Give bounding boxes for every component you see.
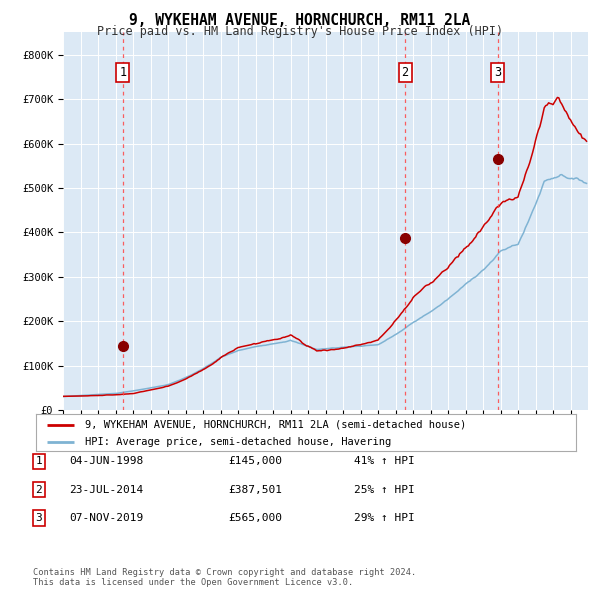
- Text: £565,000: £565,000: [228, 513, 282, 523]
- Text: 9, WYKEHAM AVENUE, HORNCHURCH, RM11 2LA: 9, WYKEHAM AVENUE, HORNCHURCH, RM11 2LA: [130, 13, 470, 28]
- Text: 41% ↑ HPI: 41% ↑ HPI: [354, 457, 415, 466]
- Text: £145,000: £145,000: [228, 457, 282, 466]
- Text: 2: 2: [401, 66, 409, 79]
- Text: 2: 2: [35, 485, 43, 494]
- Text: 04-JUN-1998: 04-JUN-1998: [69, 457, 143, 466]
- Text: 3: 3: [494, 66, 501, 79]
- Text: HPI: Average price, semi-detached house, Havering: HPI: Average price, semi-detached house,…: [85, 437, 391, 447]
- Text: 3: 3: [35, 513, 43, 523]
- Text: 1: 1: [35, 457, 43, 466]
- Text: Price paid vs. HM Land Registry's House Price Index (HPI): Price paid vs. HM Land Registry's House …: [97, 25, 503, 38]
- Text: 1: 1: [119, 66, 127, 79]
- Text: 23-JUL-2014: 23-JUL-2014: [69, 485, 143, 494]
- Text: 29% ↑ HPI: 29% ↑ HPI: [354, 513, 415, 523]
- Text: Contains HM Land Registry data © Crown copyright and database right 2024.
This d: Contains HM Land Registry data © Crown c…: [33, 568, 416, 587]
- Text: 9, WYKEHAM AVENUE, HORNCHURCH, RM11 2LA (semi-detached house): 9, WYKEHAM AVENUE, HORNCHURCH, RM11 2LA …: [85, 419, 466, 430]
- Text: £387,501: £387,501: [228, 485, 282, 494]
- Text: 07-NOV-2019: 07-NOV-2019: [69, 513, 143, 523]
- Text: 25% ↑ HPI: 25% ↑ HPI: [354, 485, 415, 494]
